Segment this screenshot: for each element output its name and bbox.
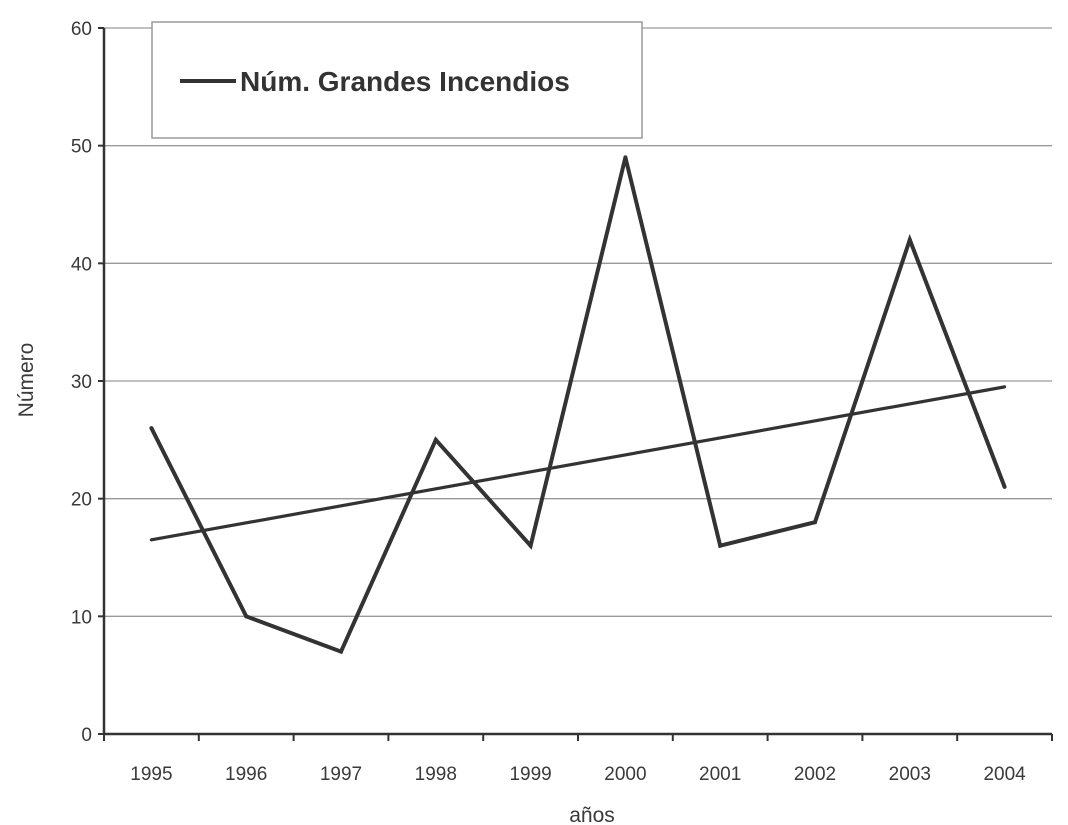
- data-point-1998: [433, 437, 438, 442]
- data-point-2003: [907, 237, 912, 242]
- series-line-0: [149, 156, 1007, 655]
- data-point-2004: [1002, 484, 1007, 489]
- series-layer: [149, 155, 1007, 655]
- trendline: [149, 385, 1007, 542]
- x-tick-label-2001: 2001: [699, 764, 741, 785]
- x-tick-label-1998: 1998: [415, 764, 457, 785]
- axes: [98, 27, 1053, 741]
- y-tick-label-20: 20: [71, 490, 92, 511]
- legend: Núm. Grandes Incendios: [151, 21, 643, 139]
- y-tick-label-10: 10: [71, 607, 92, 628]
- data-point-1995: [149, 426, 154, 431]
- data-point-2001: [718, 543, 723, 548]
- y-tick-label-0: 0: [81, 725, 92, 746]
- x-tick-label-1999: 1999: [509, 764, 551, 785]
- x-tick-label-1996: 1996: [225, 764, 267, 785]
- data-point-2000: [623, 155, 628, 160]
- x-tick-label-2003: 2003: [889, 764, 931, 785]
- data-point-1997: [339, 649, 343, 654]
- x-tick-label-2000: 2000: [604, 764, 646, 785]
- data-point-1999: [528, 543, 533, 548]
- legend-label: Núm. Grandes Incendios: [240, 66, 570, 97]
- y-tick-label-40: 40: [71, 254, 92, 275]
- x-tick-label-2004: 2004: [983, 764, 1026, 785]
- y-tick-label-30: 30: [71, 372, 92, 393]
- tick-labels: 0 10 20 30 40 50 60 1995 1996 1997 1998 1999 2000 200…: [71, 19, 1026, 785]
- y-axis-title: Número: [15, 343, 38, 418]
- data-point-2002: [813, 520, 817, 525]
- x-tick-label-1997: 1997: [320, 764, 362, 785]
- y-tick-label-50: 50: [71, 137, 92, 158]
- x-tick-label-2002: 2002: [794, 764, 836, 785]
- x-tick-label-1995: 1995: [130, 764, 172, 785]
- data-point-1996: [244, 614, 249, 619]
- y-tick-label-60: 60: [71, 19, 92, 40]
- x-axis-title: años: [569, 804, 615, 825]
